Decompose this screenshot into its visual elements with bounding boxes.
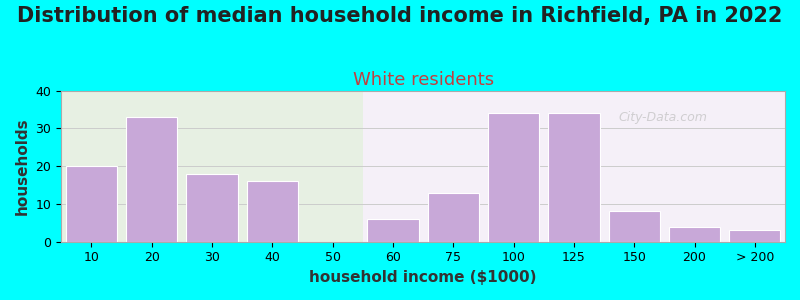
- X-axis label: household income ($1000): household income ($1000): [310, 270, 537, 285]
- Bar: [61, 91, 362, 242]
- Bar: [609, 212, 660, 242]
- Bar: [362, 91, 785, 242]
- Bar: [126, 117, 178, 242]
- Text: City-Data.com: City-Data.com: [618, 111, 707, 124]
- Bar: [428, 193, 479, 242]
- Bar: [186, 174, 238, 242]
- Bar: [367, 219, 418, 242]
- Bar: [730, 230, 781, 242]
- Bar: [548, 113, 599, 242]
- Text: Distribution of median household income in Richfield, PA in 2022: Distribution of median household income …: [18, 6, 782, 26]
- Bar: [66, 166, 117, 242]
- Bar: [488, 113, 539, 242]
- Bar: [246, 181, 298, 242]
- Title: White residents: White residents: [353, 71, 494, 89]
- Y-axis label: households: households: [15, 117, 30, 215]
- Bar: [669, 226, 720, 242]
